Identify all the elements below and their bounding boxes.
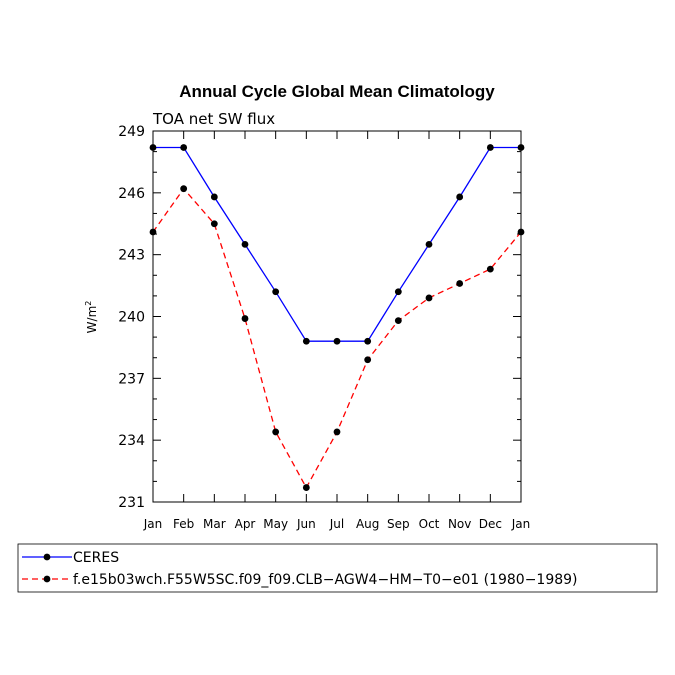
x-axis: Jan Feb Mar Apr May Jun Jul Aug Sep Oct Nov Dec Jan [143,131,531,531]
x-tick-label: Feb [173,517,194,531]
x-tick-label: Jul [329,517,344,531]
series-1-point [517,228,525,236]
x-tick-label: Jan [143,517,163,531]
y-axis-label-text: W/m [85,306,99,334]
y-axis: 231 234 237 240 243 246 249 [118,124,521,511]
series-0-point [210,193,218,201]
series-1-point [486,265,494,273]
x-tick-label: Nov [448,517,471,531]
y-tick-label: 231 [118,495,145,511]
series-1-point [364,356,372,364]
series-1-point [394,317,402,325]
series-0-point [425,240,433,248]
x-tick-label: Mar [203,517,226,531]
y-tick-label: 249 [118,124,145,140]
series-0-point [302,337,310,345]
series-1-point [302,484,310,491]
y-tick-label: 240 [118,310,145,326]
series-0-point [456,193,464,201]
series-1-point [210,220,218,228]
y-tick-label: 246 [118,186,145,202]
series-1-point [425,294,433,302]
y-axis-label: W/m2 [84,301,99,334]
x-tick-label: Aug [356,517,379,531]
series-1-point [456,280,464,287]
series-0-point [333,337,341,345]
series-1-point [149,228,157,236]
x-tick-label: Jun [296,517,316,531]
series-0-point [394,288,402,296]
legend-marker-model [43,575,51,583]
series-0-point [241,240,249,248]
legend-label-model: f.e15b03wch.F55W5SC.f09_f09.CLB−AGW4−HM−… [73,572,578,588]
chart-subtitle: TOA net SW flux [152,110,275,128]
y-axis-label-superscript: 2 [84,301,93,306]
series-0-point [149,144,157,151]
x-tick-label: Oct [419,517,440,531]
series-0-point [272,288,280,296]
series-0-point [517,144,525,151]
series-1-point [241,315,249,322]
x-tick-label: Apr [235,517,256,531]
series-0-point [364,337,372,345]
series-line-0 [153,146,521,342]
y-tick-label: 237 [118,371,145,387]
series-1-point [272,428,280,436]
legend-box [17,543,658,593]
legend-label-ceres: CERES [73,550,119,566]
series-1-point [180,185,188,193]
x-tick-label: May [263,517,288,531]
x-tick-label: Jan [511,517,531,531]
series-0-point [180,144,188,151]
legend-item-model: f.e15b03wch.F55W5SC.f09_f09.CLB−AGW4−HM−… [22,572,578,588]
x-tick-label: Sep [387,517,410,531]
x-tick-label: Dec [479,517,502,531]
series-layer [149,144,525,491]
legend-item-ceres: CERES [22,550,119,566]
legend-marker-ceres [43,553,51,561]
y-tick-label: 243 [118,248,145,264]
chart-title: Annual Cycle Global Mean Climatology [179,82,495,101]
series-0-point [486,144,494,151]
series-1-point [333,428,341,436]
y-tick-label: 234 [118,433,145,449]
